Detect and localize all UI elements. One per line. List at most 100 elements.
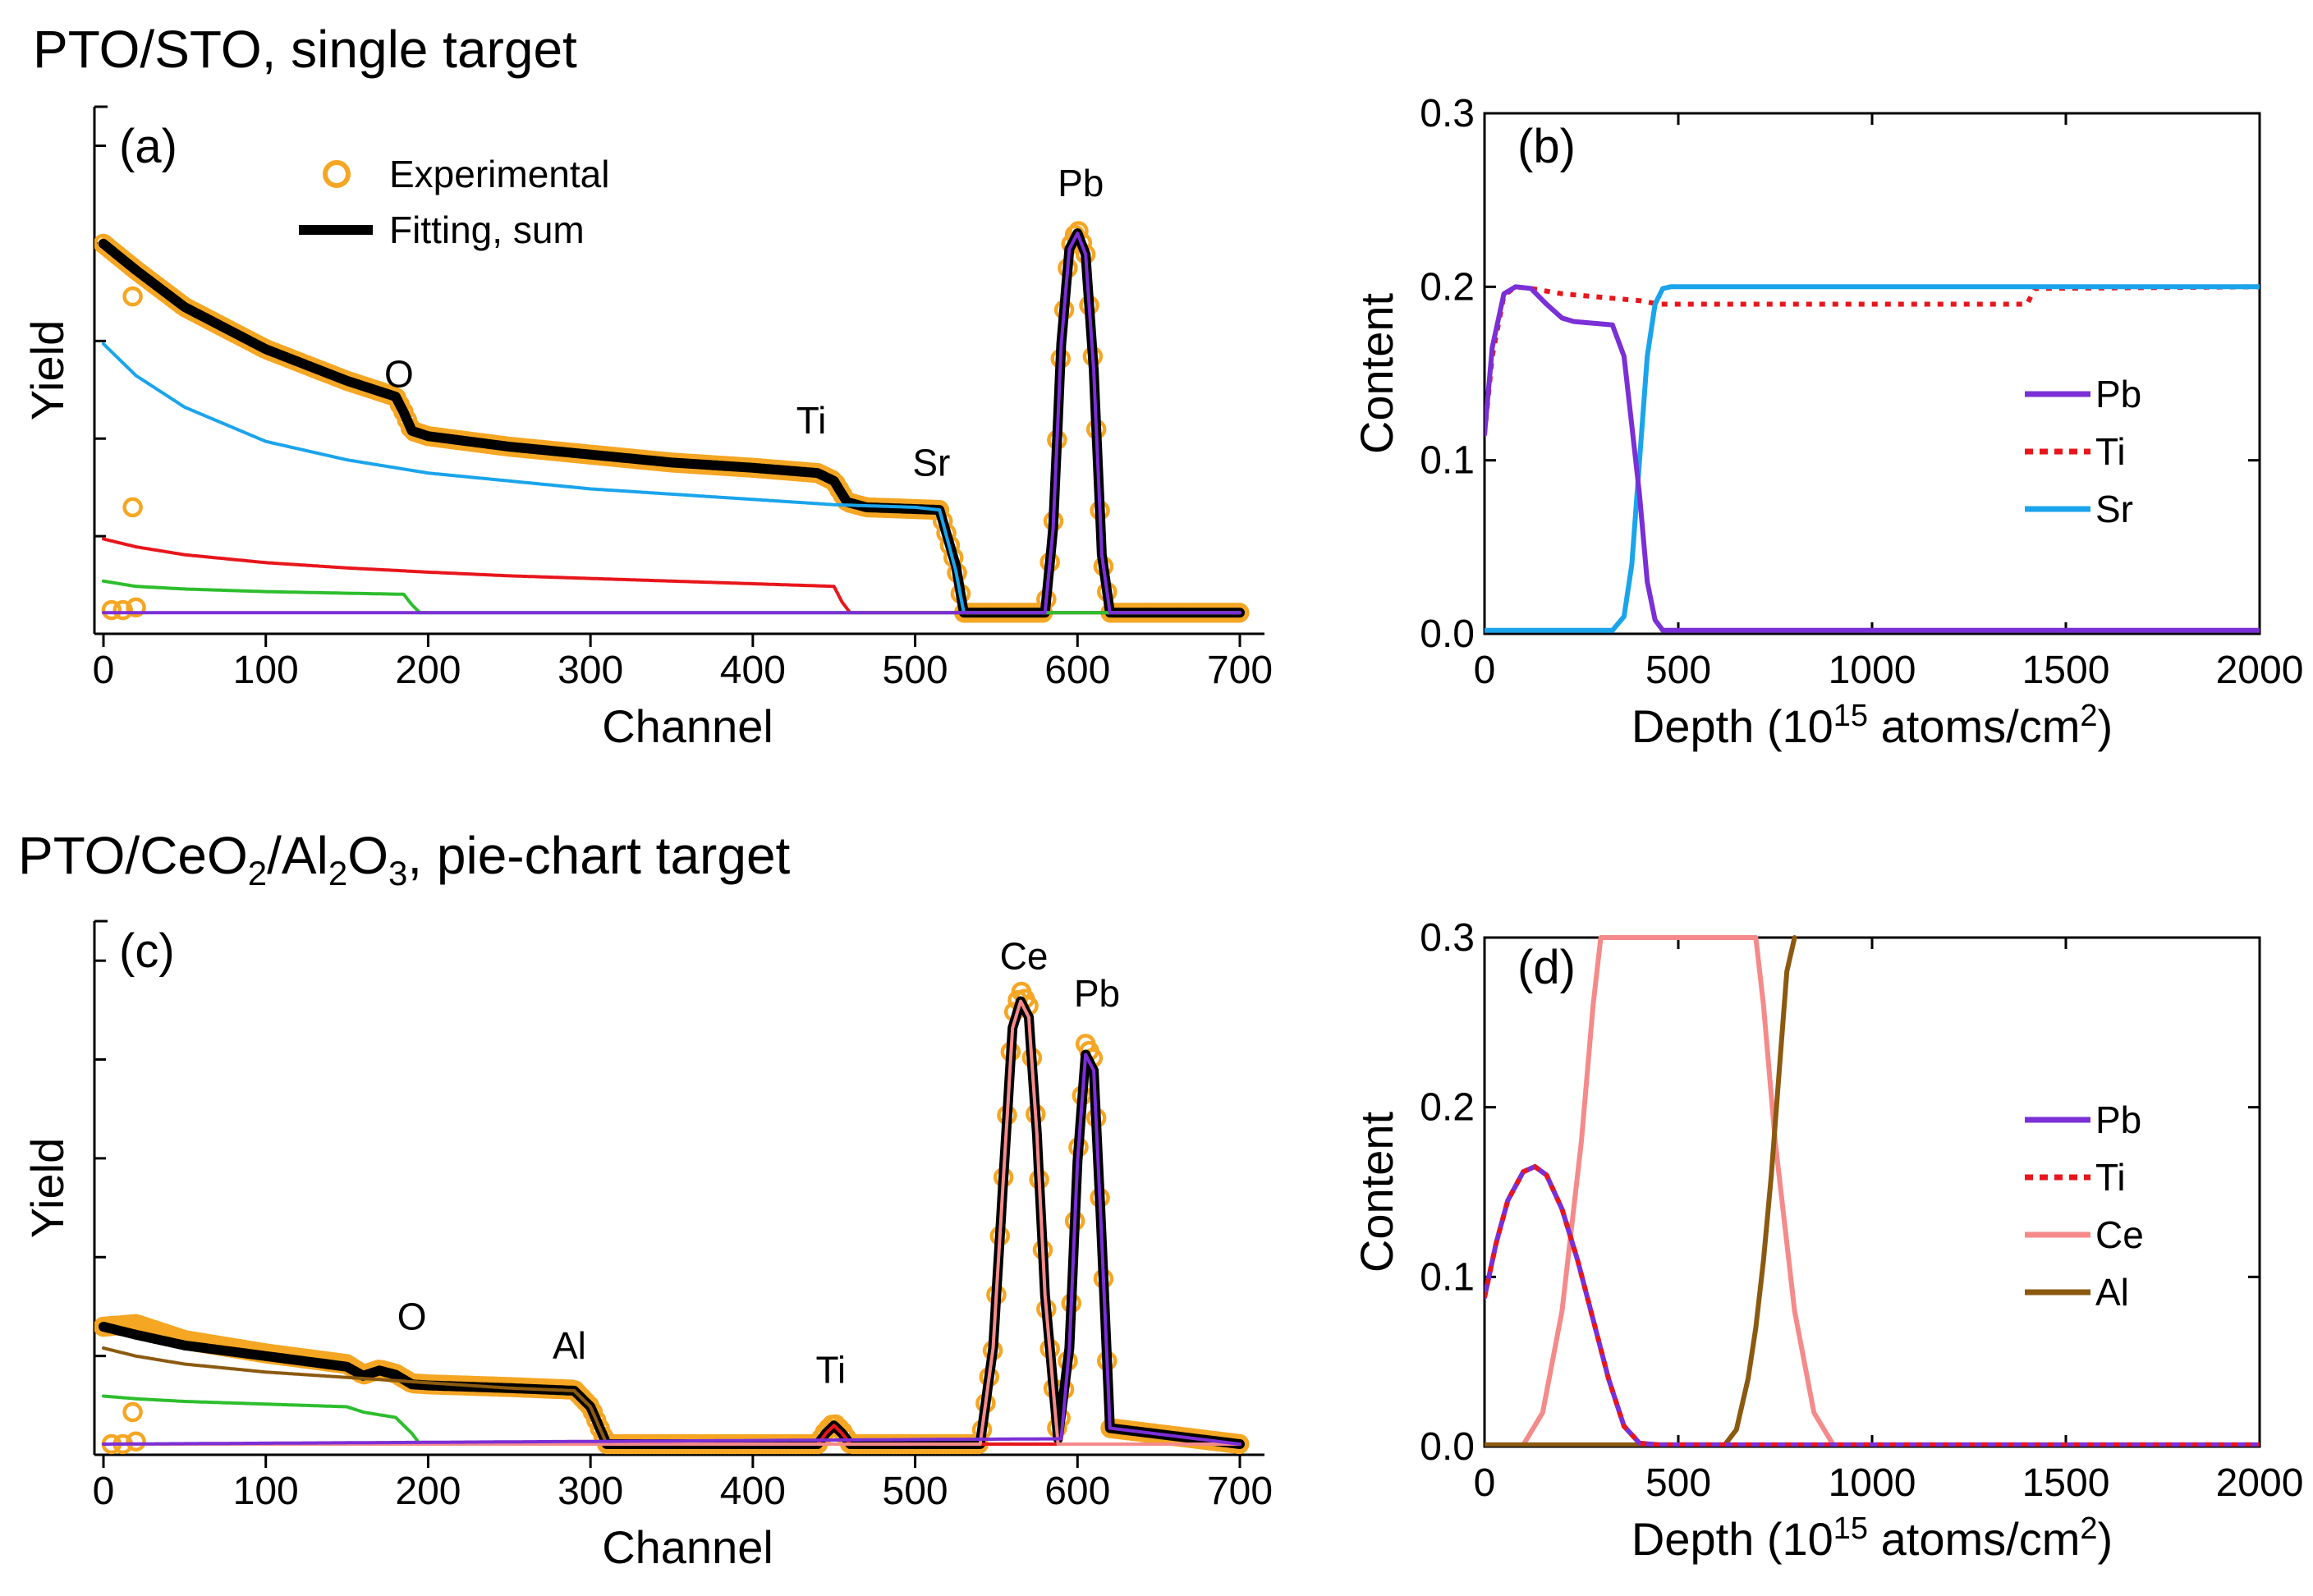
panel-label: (c)	[119, 924, 175, 978]
x-axis-title: Depth (1015 atoms/cm2)	[1631, 699, 2113, 752]
section-title-bottom: PTO/CeO2/Al2O3, pie-chart target	[18, 826, 791, 892]
series-line-ce	[1485, 935, 2260, 1447]
x-tick-label: 700	[1207, 1470, 1273, 1513]
x-tick-label: 100	[233, 1470, 299, 1513]
x-axis-title: Channel	[602, 700, 773, 752]
legend-label: Sr	[2095, 488, 2133, 530]
peak-label: Ce	[1000, 935, 1049, 978]
peak-label: Al	[553, 1324, 586, 1367]
series-line-ti	[102, 537, 1241, 615]
x-tick-label: 200	[395, 649, 461, 692]
y-tick-label: 0.0	[1420, 612, 1475, 656]
x-tick-label: 1500	[2022, 1461, 2110, 1505]
series-line-ti	[1485, 284, 2260, 435]
legend-marker-experimental	[323, 160, 351, 188]
series-line-ti	[1485, 1164, 2260, 1447]
x-tick-label: 200	[395, 1470, 461, 1513]
x-tick-label: 500	[883, 649, 948, 692]
legend-label: Ti	[2095, 1156, 2126, 1199]
experimental-point	[126, 1431, 146, 1452]
x-tick-label: 700	[1207, 649, 1273, 692]
x-tick-label: 2000	[2216, 1461, 2304, 1505]
plot-frame	[1483, 936, 2261, 1448]
y-axis-title: Content	[1351, 1111, 1402, 1273]
series-line-fitting-sum	[99, 996, 1245, 1449]
plot-frame	[1483, 112, 2261, 635]
plot-area	[94, 221, 1250, 623]
peak-label: O	[397, 1295, 427, 1337]
x-axis-title-part: atoms/cm	[1868, 700, 2080, 752]
legend-label: Al	[2095, 1271, 2129, 1314]
x-axis-title-part: atoms/cm	[1868, 1513, 2080, 1565]
x-tick-label: 300	[558, 649, 623, 692]
x-tick-label: 500	[1645, 1461, 1711, 1505]
x-axis-title-part: )	[2097, 1513, 2113, 1565]
x-tick-label: 500	[1645, 649, 1711, 692]
peak-label: Ti	[815, 1348, 846, 1391]
series-line-fitting-sum	[99, 228, 1245, 618]
panel-label: (a)	[119, 120, 177, 173]
series-line-o	[102, 579, 1241, 615]
x-tick-label: 0	[93, 1470, 115, 1513]
experimental-point	[122, 286, 143, 307]
legend-label: Pb	[2095, 1098, 2141, 1141]
y-axis-title: Yield	[21, 320, 73, 420]
x-tick-label: 100	[233, 649, 299, 692]
y-tick-label: 0.1	[1420, 1255, 1475, 1299]
y-tick-label: 0.2	[1420, 265, 1475, 309]
panel-d-depth-profile: 0 500 1000 1500 2000 0.0 0.1 0.2 0.3 Depth (1015 …	[1351, 916, 2303, 1565]
x-tick-label: 2000	[2216, 649, 2304, 692]
experimental-point	[112, 599, 133, 621]
peak-label: O	[384, 353, 414, 396]
x-tick-label: 300	[558, 1470, 623, 1513]
series-line-sr	[1485, 284, 2260, 633]
y-axis-title: Yield	[21, 1138, 73, 1238]
peak-label: Ti	[796, 399, 827, 442]
panel-label: (d)	[1517, 941, 1576, 994]
x-tick-label: 1000	[1829, 1461, 1916, 1505]
experimental-point	[126, 597, 146, 618]
x-tick-label: 0	[93, 649, 115, 692]
section-title-top: PTO/STO, single target	[33, 20, 577, 79]
x-axis-title-part: 15	[1833, 1511, 1868, 1546]
series-line-pb	[1485, 284, 2260, 633]
x-axis-title-part: Depth (10	[1631, 1513, 1833, 1565]
legend-label: Ti	[2095, 430, 2126, 473]
panel-a-spectrum: 0 100 200 300 400 500 600 700 Channel Yield (a) O Ti…	[21, 105, 1273, 752]
series-line-pb	[102, 1053, 1241, 1446]
legend-label: Fitting, sum	[389, 209, 585, 251]
y-tick-label: 0.3	[1420, 916, 1475, 960]
x-tick-label: 400	[720, 649, 786, 692]
peak-label: Sr	[912, 441, 950, 484]
series-line-pb	[1485, 1164, 2260, 1447]
legend-label: Ce	[2095, 1213, 2144, 1256]
x-tick-label: 400	[720, 1470, 786, 1513]
x-tick-label: 0	[1474, 649, 1496, 692]
x-axis-title-part: 15	[1833, 699, 1868, 733]
legend-label: Pb	[2095, 373, 2141, 415]
y-tick-label: 0.2	[1420, 1086, 1475, 1130]
panel-label: (b)	[1517, 120, 1576, 173]
series-line-al	[1485, 935, 1797, 1447]
series-line-pb	[102, 232, 1241, 615]
y-axis-title: Content	[1351, 292, 1402, 454]
experimental-point	[122, 1401, 143, 1423]
experimental-point	[122, 497, 143, 518]
x-axis-title: Depth (1015 atoms/cm2)	[1631, 1511, 2113, 1565]
legend-label: Experimental	[389, 153, 609, 195]
panel-c-spectrum: 0 100 200 300 400 500 600 700 Channel Yield (c) O Al…	[21, 920, 1273, 1573]
x-tick-label: 600	[1044, 1470, 1110, 1513]
panel-b-depth-profile: 0 500 1000 1500 2000 0.0 0.1 0.2 0.3 Depth (1015 …	[1351, 92, 2303, 752]
plot-area	[1485, 935, 2260, 1447]
series-line-sr	[102, 342, 1241, 615]
x-tick-label: 1000	[1829, 649, 1916, 692]
x-tick-label: 1500	[2022, 649, 2110, 692]
x-tick-label: 600	[1044, 649, 1110, 692]
y-tick-label: 0.3	[1420, 92, 1475, 135]
peak-label: Pb	[1074, 972, 1120, 1015]
x-tick-label: 500	[883, 1470, 948, 1513]
plot-area	[1485, 284, 2260, 633]
peak-label: Pb	[1058, 162, 1104, 204]
y-tick-label: 0.1	[1420, 439, 1475, 483]
